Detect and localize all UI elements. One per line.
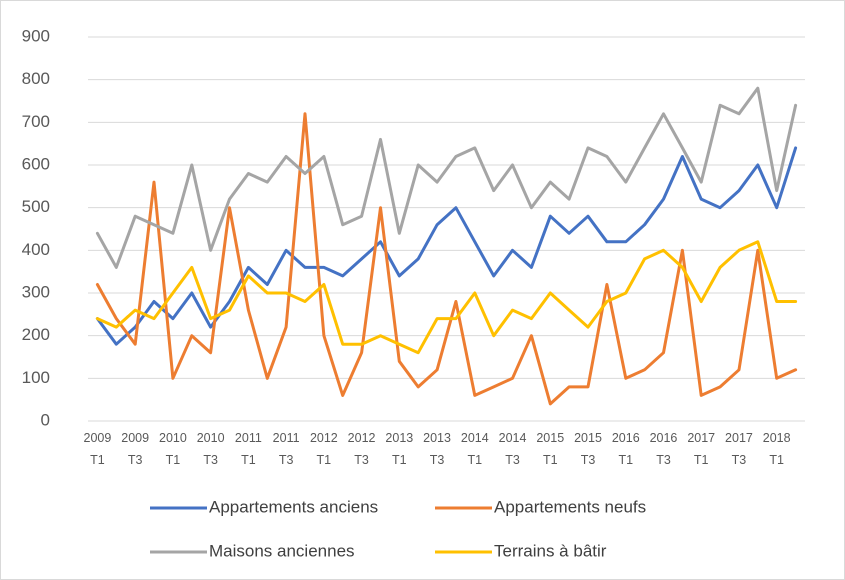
legend-label: Appartements anciens — [209, 497, 378, 516]
x-tick-label: 2009 T1 — [84, 431, 112, 467]
x-tick-label: 2010 T1 — [159, 431, 187, 467]
y-tick-label: 200 — [22, 325, 50, 344]
y-tick-label: 500 — [22, 197, 50, 216]
x-tick-label: 2015 T3 — [574, 431, 602, 467]
legend-label: Terrains à bâtir — [494, 541, 607, 560]
x-tick-label: 2013 T1 — [385, 431, 413, 467]
x-tick-label: 2016 T1 — [612, 431, 640, 467]
x-tick-label: 2013 T3 — [423, 431, 451, 467]
x-tick-label: 2012 T3 — [348, 431, 376, 467]
series-line — [95, 86, 798, 269]
legend-label: Appartements neufs — [494, 497, 646, 516]
legend-label: Maisons anciennes — [209, 541, 355, 560]
x-tick-label: 2017 T3 — [725, 431, 753, 467]
x-tick-label: 2010 T3 — [197, 431, 225, 467]
x-tick-label: 2011 T1 — [235, 431, 262, 467]
x-tick-label: 2014 T1 — [461, 431, 489, 467]
y-tick-label: 0 — [41, 410, 50, 429]
y-tick-label: 300 — [22, 282, 50, 301]
x-tick-label: 2015 T1 — [536, 431, 564, 467]
x-tick-label: 2018 T1 — [763, 431, 791, 467]
y-tick-label: 600 — [22, 154, 50, 173]
x-tick-label: 2012 T1 — [310, 431, 338, 467]
y-tick-label: 400 — [22, 240, 50, 259]
x-tick-label: 2016 T3 — [650, 431, 678, 467]
y-tick-label: 800 — [22, 69, 50, 88]
series-line — [95, 240, 798, 355]
x-tick-label: 2011 T3 — [273, 431, 300, 467]
x-tick-label: 2009 T3 — [121, 431, 149, 467]
x-tick-label: 2014 T3 — [499, 431, 527, 467]
y-tick-label: 100 — [22, 368, 50, 387]
series-line — [95, 112, 798, 406]
y-tick-label: 900 — [22, 26, 50, 45]
y-tick-label: 700 — [22, 112, 50, 131]
x-tick-label: 2017 T1 — [687, 431, 715, 467]
